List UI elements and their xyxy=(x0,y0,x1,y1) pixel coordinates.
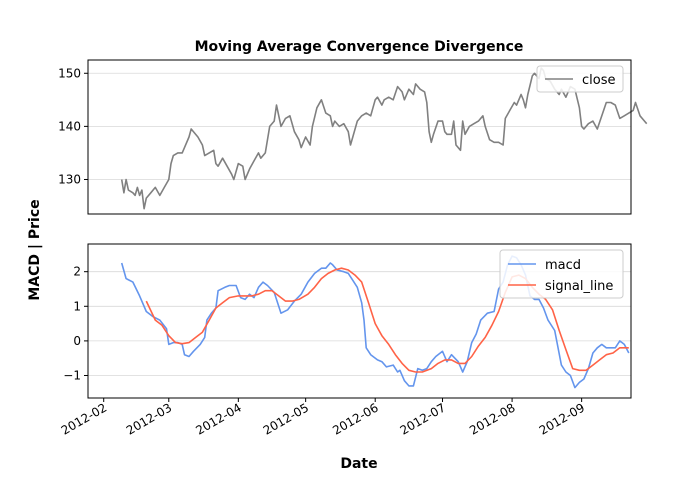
x-axis-label: Date xyxy=(340,456,377,472)
chart-title: Moving Average Convergence Divergence xyxy=(195,39,524,55)
date-x-ticks: 2012-02 2012-03 2012-04 2012-05 2012-06 2012-… xyxy=(59,398,587,438)
legend-label-macd: macd xyxy=(545,258,581,273)
x-tick-label: 2012-09 xyxy=(537,400,587,437)
x-tick-label: 2012-05 xyxy=(261,400,311,437)
x-tick-label: 2012-08 xyxy=(467,400,517,437)
macd-legend: macd signal_line xyxy=(499,249,624,299)
series-line-signal-line xyxy=(145,267,629,373)
y-tick-label: 130 xyxy=(58,172,81,186)
y-tick-label: 140 xyxy=(58,119,81,133)
macd-y-ticks: −1 0 1 2 xyxy=(63,265,88,383)
series-line-macd xyxy=(120,255,630,389)
legend-label-signal-line: signal_line xyxy=(545,279,613,294)
x-tick-label: 2012-04 xyxy=(193,400,243,437)
y-tick-label: 1 xyxy=(73,299,81,313)
y-tick-label: 2 xyxy=(73,265,81,279)
x-tick-label: 2012-03 xyxy=(124,400,174,437)
x-tick-label: 2012-02 xyxy=(59,400,109,437)
price-panel: 130 140 150 close Moving Average Convergen… xyxy=(58,39,648,215)
legend-label-close: close xyxy=(582,73,615,88)
price-axes-frame xyxy=(87,59,632,215)
y-tick-label: 0 xyxy=(73,334,81,348)
macd-axes-frame xyxy=(87,243,632,399)
macd-legend-box xyxy=(499,249,624,299)
price-legend: close xyxy=(536,65,624,93)
y-tick-label: 150 xyxy=(58,66,81,80)
price-y-ticks: 130 140 150 xyxy=(58,66,88,186)
y-axis-label: MACD | Price xyxy=(27,199,43,300)
macd-series xyxy=(120,255,630,389)
price-legend-box xyxy=(536,65,624,93)
y-tick-label: −1 xyxy=(63,369,81,383)
x-tick-label: 2012-07 xyxy=(398,400,448,437)
x-tick-label: 2012-06 xyxy=(330,400,380,437)
